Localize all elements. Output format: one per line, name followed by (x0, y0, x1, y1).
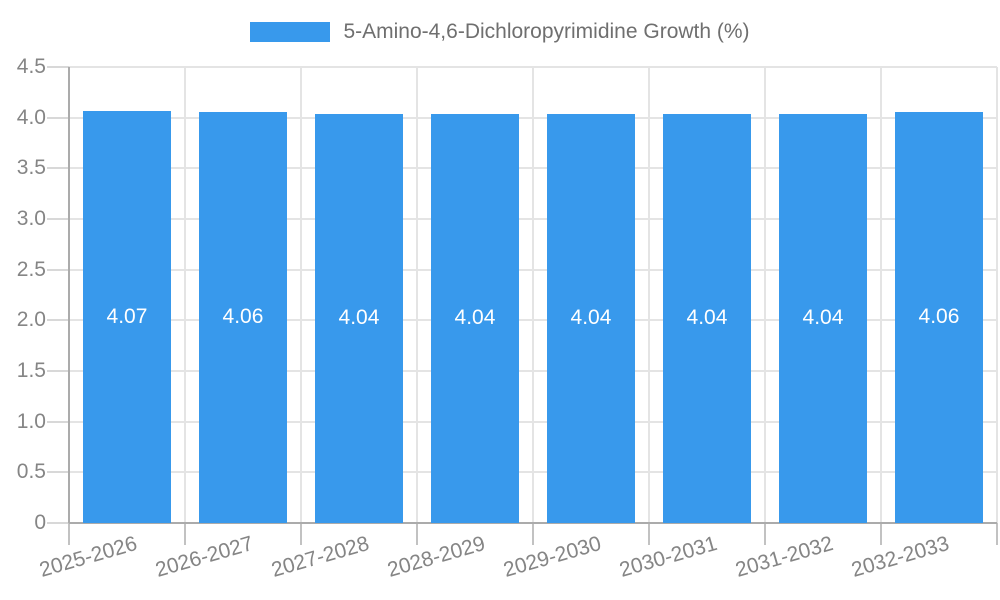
x-gridline (764, 67, 766, 523)
y-axis-tick-label: 0.5 (16, 460, 46, 484)
bar-2028-2029[interactable]: 4.04 (431, 113, 519, 523)
x-axis-tick (648, 523, 650, 545)
y-axis-tick (47, 522, 69, 524)
legend-label: 5-Amino-4,6-Dichloropyrimidine Growth (%… (343, 20, 750, 43)
bar-value-label: 4.04 (802, 306, 844, 330)
x-axis-category-label: 2029-2030 (500, 532, 604, 582)
x-gridline (996, 67, 998, 523)
x-gridline (416, 67, 418, 523)
x-axis-category-label: 2027-2028 (268, 532, 372, 582)
y-axis-tick (47, 420, 69, 423)
bar-value-label: 4.06 (222, 305, 264, 329)
bar-value-label: 4.07 (106, 304, 148, 328)
bar-2026-2027[interactable]: 4.06 (199, 111, 287, 523)
y-axis-tick-label: 2.5 (16, 257, 46, 281)
y-axis-tick (47, 116, 69, 119)
x-axis-tick (416, 523, 418, 545)
y-axis-tick-label: 3.5 (16, 156, 46, 180)
bar-2032-2033[interactable]: 4.06 (895, 111, 983, 523)
y-axis-line (68, 67, 70, 523)
x-axis-category-label: 2030-2031 (616, 532, 720, 582)
y-axis-tick (47, 66, 69, 68)
x-axis-tick (184, 523, 186, 545)
x-gridline (184, 67, 186, 523)
x-axis-category-label: 2032-2033 (848, 532, 952, 582)
y-axis-tick-label: 2.0 (16, 308, 46, 332)
x-axis-line (69, 522, 997, 524)
bar-2029-2030[interactable]: 4.04 (547, 113, 635, 523)
y-axis-tick (47, 370, 69, 372)
x-gridline (300, 67, 302, 523)
y-axis-tick-label: 0 (34, 511, 46, 534)
y-axis-tick (47, 268, 69, 271)
x-gridline (648, 67, 650, 523)
legend-swatch-icon (250, 22, 331, 42)
y-axis-tick-label: 3.0 (16, 207, 46, 230)
bar-2027-2028[interactable]: 4.04 (315, 113, 403, 523)
x-axis-tick (764, 523, 766, 545)
bar-value-label: 4.04 (686, 306, 728, 330)
y-axis-tick (47, 167, 69, 170)
x-gridline (532, 67, 534, 523)
bar-2025-2026[interactable]: 4.07 (83, 110, 171, 523)
chart-legend[interactable]: 5-Amino-4,6-Dichloropyrimidine Growth (%… (0, 20, 1000, 44)
bar-value-label: 4.06 (918, 305, 960, 329)
bar-value-label: 4.04 (338, 306, 380, 330)
x-axis-tick (996, 523, 998, 545)
bar-2030-2031[interactable]: 4.04 (663, 113, 751, 523)
x-axis-category-label: 2025-2026 (36, 532, 140, 582)
x-axis-tick (880, 523, 882, 545)
x-axis-tick (532, 523, 534, 545)
x-axis-category-label: 2028-2029 (384, 532, 488, 582)
y-axis-tick (47, 319, 69, 322)
y-axis-tick-label: 1.0 (16, 409, 46, 433)
x-axis-tick (300, 523, 302, 545)
y-axis-tick-label: 4.0 (16, 105, 46, 129)
x-axis-category-label: 2031-2032 (732, 532, 836, 582)
x-axis-tick (68, 523, 70, 545)
bar-2031-2032[interactable]: 4.04 (779, 113, 867, 523)
bar-value-label: 4.04 (570, 306, 612, 330)
y-axis-tick-label: 1.5 (16, 359, 46, 382)
x-gridline (880, 67, 882, 523)
x-axis-category-label: 2026-2027 (152, 532, 256, 582)
y-axis-tick-label: 4.5 (16, 55, 46, 78)
y-axis-tick (47, 218, 69, 220)
bar-value-label: 4.04 (454, 306, 496, 330)
y-axis-tick (47, 471, 69, 474)
